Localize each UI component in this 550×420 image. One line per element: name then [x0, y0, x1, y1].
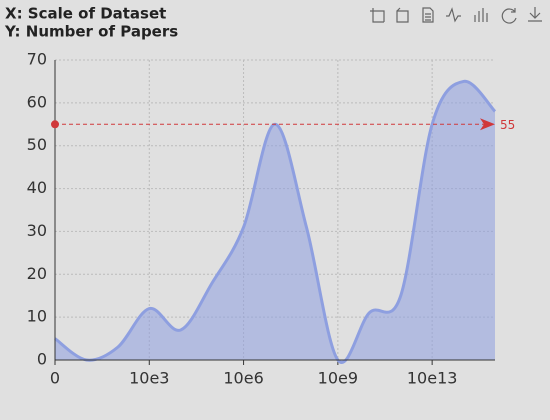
area — [55, 81, 495, 363]
y-tick-label: 0 — [37, 350, 47, 369]
y-tick-label: 70 — [27, 50, 47, 69]
x-tick-label: 10e13 — [407, 369, 458, 388]
mark-line-start — [51, 120, 59, 129]
zoom-icon[interactable] — [370, 8, 385, 23]
line-icon[interactable] — [446, 7, 461, 23]
save-icon[interactable] — [528, 7, 542, 22]
mark-line-label: 55 — [500, 118, 515, 132]
x-tick-label: 0 — [50, 369, 60, 388]
restore-icon[interactable] — [501, 8, 517, 24]
x-tick-label: 10e3 — [129, 369, 169, 388]
chart-title: X: Scale of Dataset — [5, 5, 166, 23]
y-tick-label: 50 — [27, 135, 47, 154]
y-tick-label: 20 — [27, 264, 47, 283]
zoom-reset-icon[interactable] — [396, 7, 409, 23]
y-tick-label: 60 — [27, 92, 47, 111]
data-view-icon[interactable] — [422, 7, 434, 23]
x-tick-label: 10e9 — [318, 369, 358, 388]
line — [54, 79, 497, 364]
y-tick-label: 30 — [27, 221, 47, 240]
bar-icon[interactable] — [474, 8, 488, 22]
x-tick-label: 10e6 — [223, 369, 263, 388]
chart-title: Y: Number of Papers — [4, 23, 178, 41]
y-tick-label: 40 — [27, 178, 47, 197]
toolbox[interactable] — [370, 7, 542, 24]
mark-line-arrow — [480, 118, 495, 131]
y-tick-label: 10 — [27, 307, 47, 326]
